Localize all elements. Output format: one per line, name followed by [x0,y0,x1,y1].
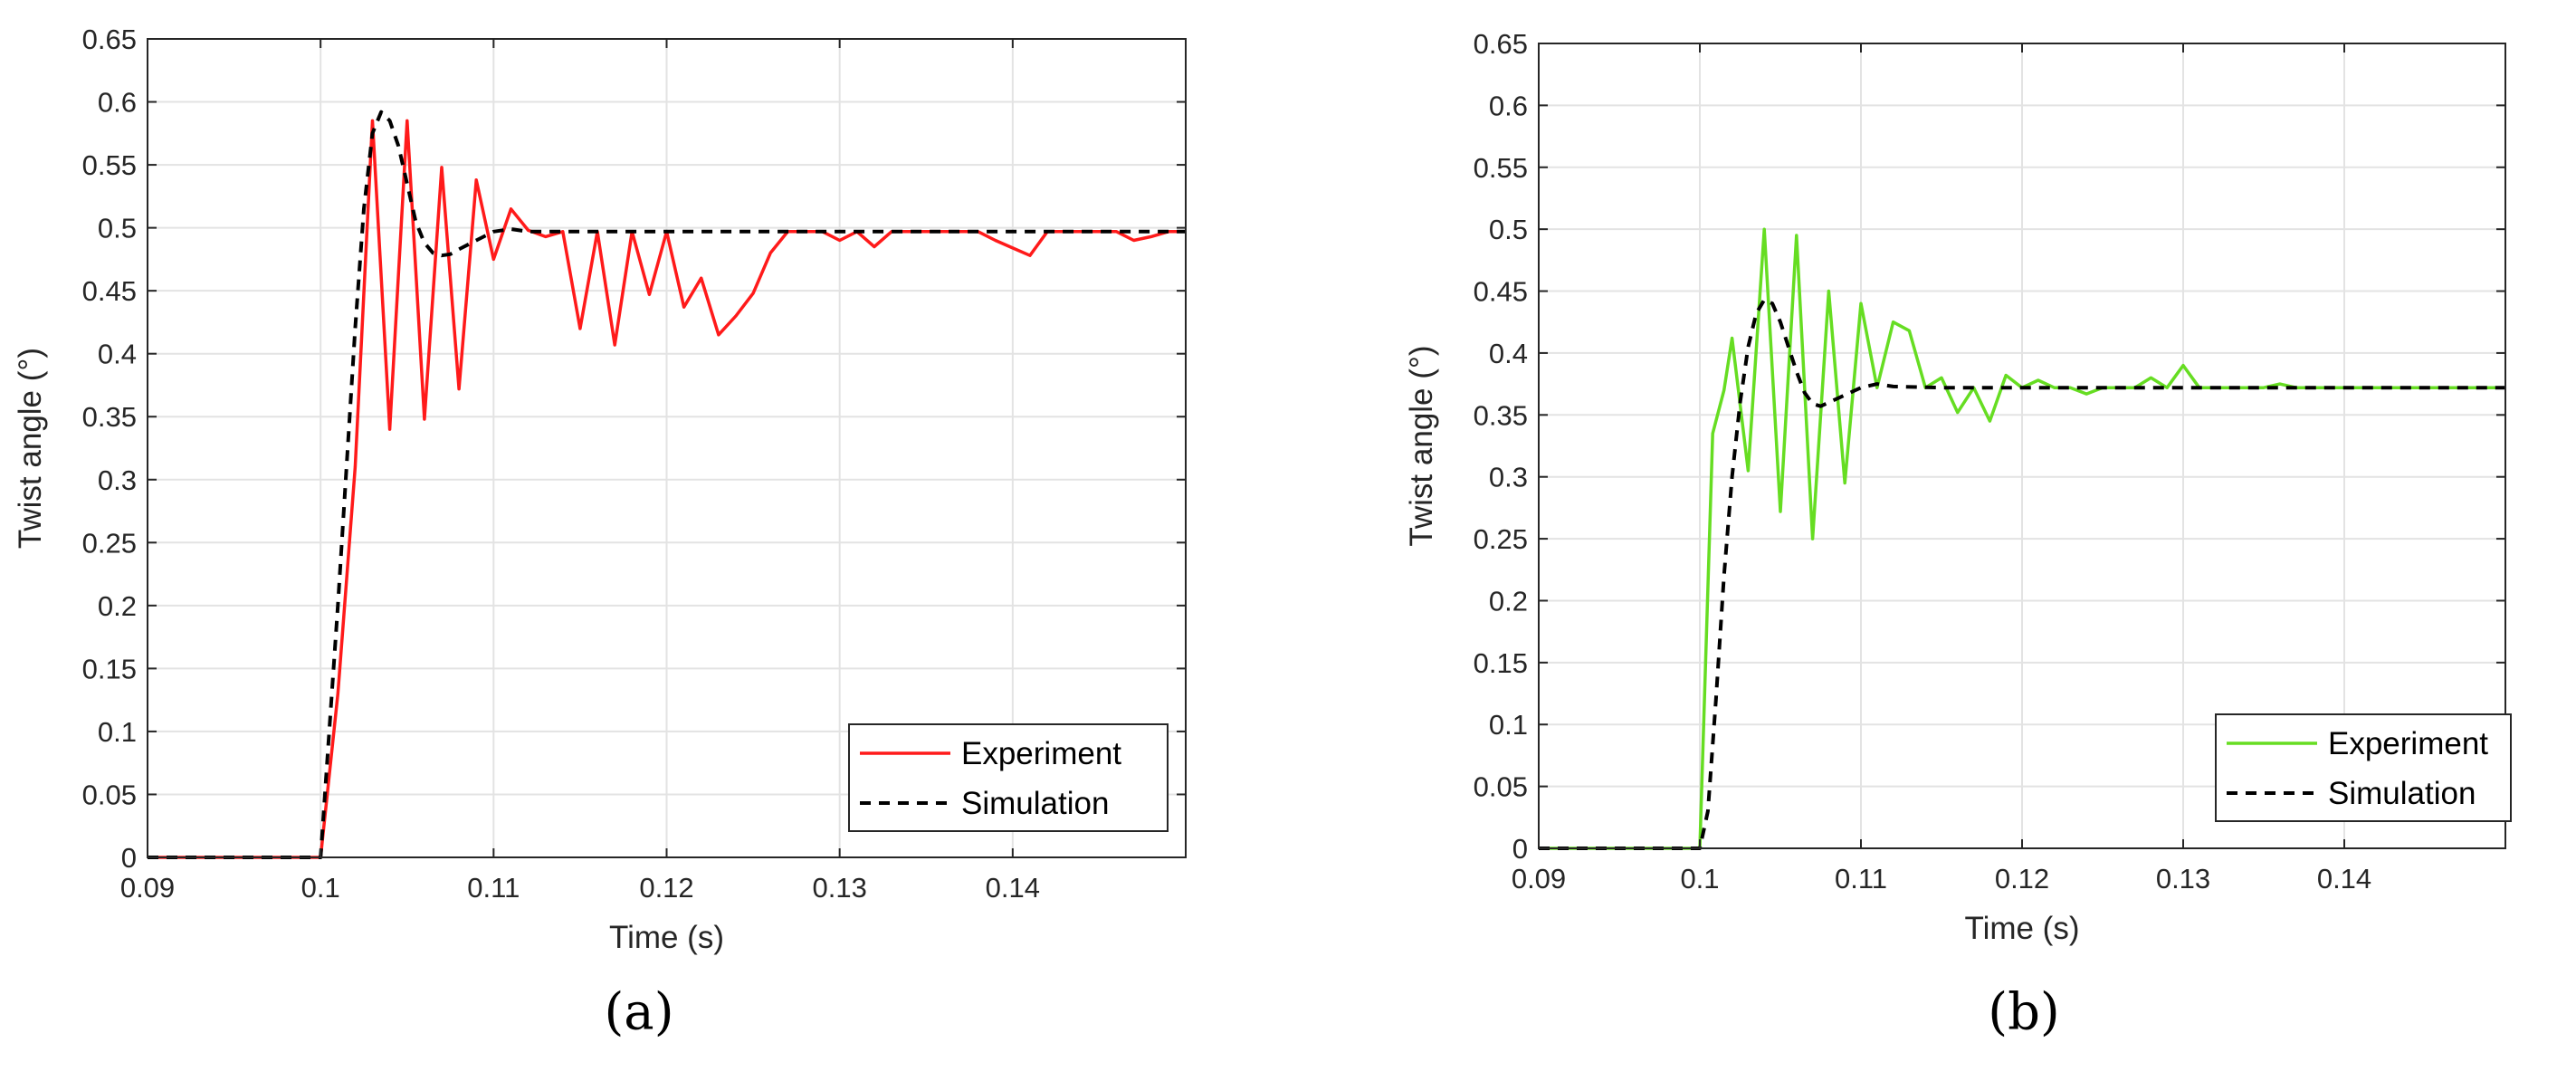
x-tick-label: 0.14 [986,872,1040,904]
y-tick-label: 0.35 [82,401,137,433]
y-tick-label: 0.05 [1474,771,1528,803]
y-tick-label: 0.55 [1474,152,1528,184]
legend-label-experiment: Experiment [961,736,1121,771]
x-tick-label: 0.12 [639,872,693,904]
x-tick-label: 0.09 [1512,863,1566,894]
y-tick-label: 0.35 [1474,399,1528,431]
x-tick-label: 0.09 [120,872,175,904]
chart-b: 0.09 0.1 0.11 0.12 0.13 0.14 0 0.05 0.1 0.15 0.2 0.… [1404,28,2512,946]
legend-box [2215,713,2512,822]
y-tick-label: 0.65 [1474,28,1528,60]
y-tick-label: 0.45 [1474,276,1528,308]
y-tick-label: 0.5 [1489,214,1528,245]
panel-label-b: (b) [1988,982,2060,1042]
x-tick-label: 0.1 [301,872,340,904]
x-tick-label: 0.11 [467,872,520,904]
series-line-simulation [1539,298,2505,850]
x-axis-label: Time (s) [1964,911,2079,946]
x-tick-label: 0.14 [2317,863,2371,894]
y-tick-label: 0.6 [1489,90,1528,121]
x-tick-label: 0.1 [1680,863,1719,894]
y-axis-label: Twist angle (°) [1404,345,1439,546]
x-tick-label: 0.11 [1835,863,1887,894]
legend-label-simulation: Simulation [2328,776,2476,811]
y-tick-label: 0 [121,842,137,874]
series-line-experiment [148,119,1186,859]
y-tick-label: 0.15 [82,653,137,684]
y-tick-label: 0.4 [1489,338,1528,369]
y-tick-label: 0 [1512,833,1528,865]
legend-label-simulation: Simulation [961,786,1109,821]
y-tick-label: 0.05 [82,779,137,810]
y-tick-label: 0.3 [98,464,137,496]
y-tick-label: 0.1 [1489,709,1528,741]
legend-label-experiment: Experiment [2328,726,2488,761]
x-axis-label: Time (s) [609,920,724,955]
y-tick-label: 0.3 [1489,462,1528,493]
y-tick-label: 0.25 [1474,523,1528,555]
y-tick-label: 0.2 [1489,585,1528,617]
y-tick-label: 0.15 [1474,647,1528,679]
series-line-simulation [148,110,1186,859]
y-axis-label: Twist angle (°) [13,348,48,549]
y-tick-label: 0.4 [98,339,137,370]
y-tick-label: 0.55 [82,149,137,181]
y-tick-label: 0.45 [82,275,137,307]
panel-label-a: (a) [604,982,674,1042]
legend: Experiment Simulation [848,723,1169,832]
y-tick-label: 0.6 [98,87,137,119]
y-tick-label: 0.5 [98,213,137,244]
x-tick-label: 0.13 [2156,863,2210,894]
legend: Experiment Simulation [2215,713,2512,822]
legend-box [848,723,1169,832]
x-tick-label: 0.12 [1995,863,2049,894]
chart-a: 0.09 0.1 0.11 0.12 0.13 0.14 0 0.05 0.1 0.15 0.2 0.… [13,24,1187,955]
y-tick-label: 0.1 [98,716,137,748]
y-tick-label: 0.2 [98,590,137,622]
y-tick-label: 0.65 [82,24,137,55]
x-tick-label: 0.13 [812,872,866,904]
y-tick-label: 0.25 [82,527,137,559]
